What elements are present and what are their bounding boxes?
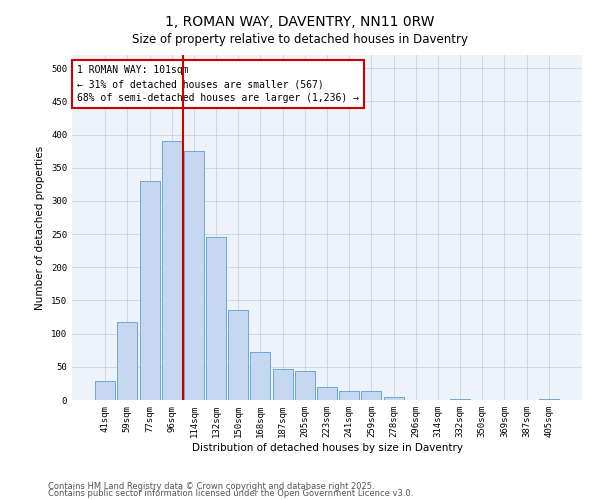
Bar [162, 141, 182, 400]
Text: Contains public sector information licensed under the Open Government Licence v3: Contains public sector information licen… [48, 490, 413, 498]
Bar [184, 151, 204, 400]
Bar [250, 352, 271, 400]
Bar [272, 369, 293, 400]
Bar [206, 238, 226, 400]
Bar [317, 386, 337, 400]
Text: Size of property relative to detached houses in Daventry: Size of property relative to detached ho… [132, 32, 468, 46]
Bar [228, 310, 248, 400]
Bar [95, 382, 115, 400]
Bar [339, 390, 359, 400]
Bar [295, 372, 315, 400]
Text: 1 ROMAN WAY: 101sqm
← 31% of detached houses are smaller (567)
68% of semi-detac: 1 ROMAN WAY: 101sqm ← 31% of detached ho… [77, 66, 359, 104]
Bar [361, 390, 382, 400]
Bar [140, 181, 160, 400]
Bar [118, 322, 137, 400]
Text: 1, ROMAN WAY, DAVENTRY, NN11 0RW: 1, ROMAN WAY, DAVENTRY, NN11 0RW [165, 15, 435, 29]
Bar [450, 398, 470, 400]
X-axis label: Distribution of detached houses by size in Daventry: Distribution of detached houses by size … [191, 442, 463, 452]
Y-axis label: Number of detached properties: Number of detached properties [35, 146, 46, 310]
Text: Contains HM Land Registry data © Crown copyright and database right 2025.: Contains HM Land Registry data © Crown c… [48, 482, 374, 491]
Bar [539, 398, 559, 400]
Bar [383, 396, 404, 400]
